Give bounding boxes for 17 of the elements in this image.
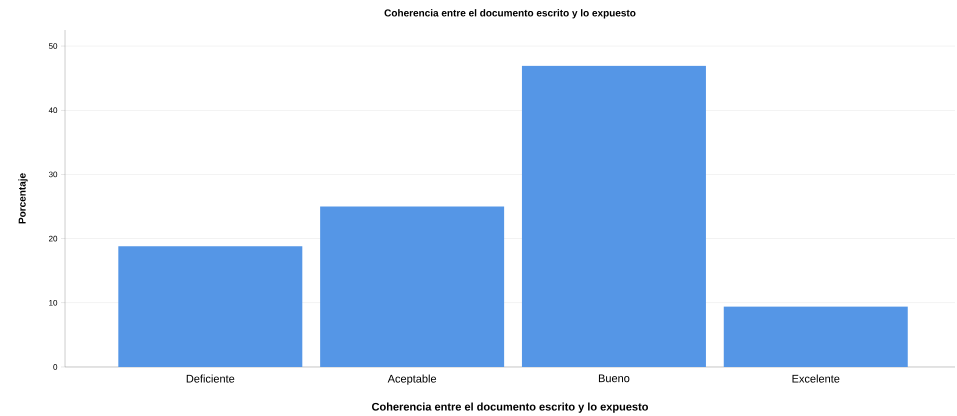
x-tick-label: Excelente <box>792 374 840 383</box>
x-tick-label: Bueno <box>598 374 630 382</box>
y-tick-label: 40 <box>48 107 58 114</box>
x-tick-label: Deficiente <box>186 374 234 383</box>
y-axis-title: Porcentaje <box>18 173 28 224</box>
x-tick-label: Aceptable <box>388 374 436 385</box>
chart-title: Coherencia entre el documento escrito y lo expuesto <box>384 9 636 18</box>
y-tick-label: 10 <box>49 300 58 306</box>
bar <box>522 66 706 367</box>
x-axis-title: Coherencia entre el documento escrito y lo expuesto <box>372 402 648 413</box>
y-tick-label: 0 <box>53 364 58 370</box>
y-tick-label: 30 <box>48 172 58 178</box>
bar <box>118 246 302 367</box>
y-tick-label: 50 <box>48 43 58 49</box>
y-tick-label: 20 <box>48 236 58 242</box>
bar <box>724 306 908 367</box>
bar <box>320 206 504 367</box>
